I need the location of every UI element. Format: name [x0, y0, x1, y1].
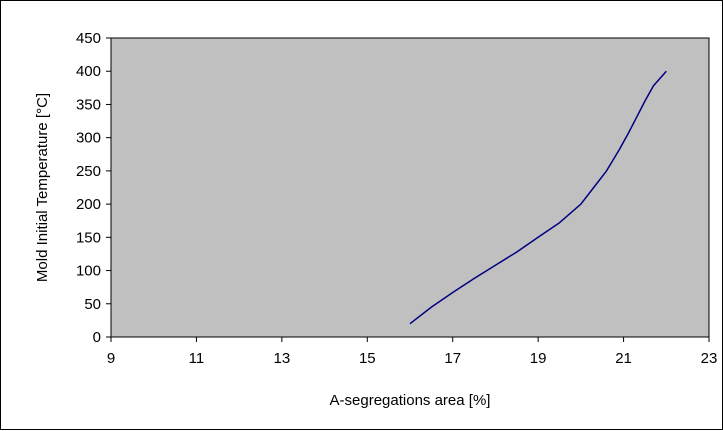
x-tick-label: 21	[615, 350, 632, 367]
x-tick-label: 9	[107, 350, 115, 367]
x-tick-label: 23	[701, 350, 718, 367]
y-tick-label: 350	[76, 96, 101, 113]
y-tick-label: 450	[76, 30, 101, 47]
y-tick-label: 100	[76, 263, 101, 280]
x-tick-label: 17	[444, 350, 461, 367]
y-axis-title: Mold Initial Temperature [°C]	[34, 93, 51, 282]
y-tick-label: 250	[76, 163, 101, 180]
series-line	[409, 70, 667, 325]
series-group	[409, 70, 667, 325]
y-tick-label: 150	[76, 229, 101, 246]
x-tick-label: 15	[359, 350, 376, 367]
x-tick-label: 19	[530, 350, 547, 367]
x-axis-title: A-segregations area [%]	[330, 392, 491, 409]
y-axis: 0 50 100 150 200 250 300 350 400 450	[76, 30, 111, 346]
x-axis: 9 11 13 15 17 19 21 23	[107, 337, 718, 367]
y-tick-label: 0	[93, 329, 101, 346]
plot-area	[110, 37, 710, 338]
x-tick-label: 11	[189, 350, 205, 367]
y-tick-label: 50	[84, 296, 101, 313]
y-tick-label: 300	[76, 130, 101, 147]
y-tick-label: 200	[76, 196, 101, 213]
y-tick-label: 400	[76, 63, 101, 80]
x-tick-label: 13	[274, 350, 291, 367]
